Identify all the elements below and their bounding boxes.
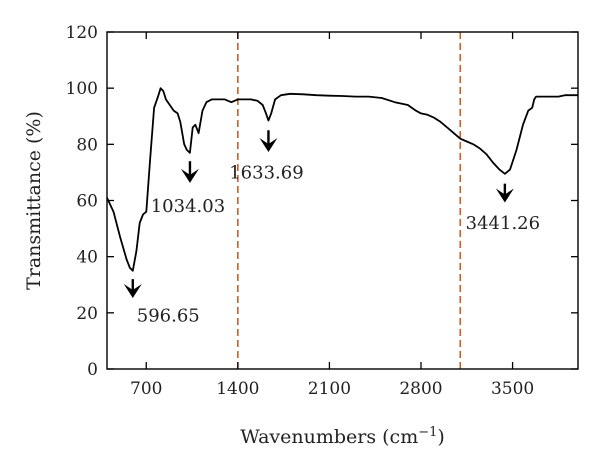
arrow-down-icon [123,283,142,298]
series-layer [106,87,578,272]
arrow-down-icon [495,188,514,203]
y-tick-label: 40 [76,248,98,268]
y-tick-label: 100 [66,79,98,99]
x-tick-label: 2800 [399,379,442,399]
x-axis-title: Wavenumbers (cm−1) [240,425,445,449]
y-tick-label: 80 [76,135,98,155]
y-tick-label: 20 [76,304,98,324]
series-line-1 [106,87,578,272]
annotation-label: 1633.69 [229,162,303,183]
y-tick-label: 120 [66,23,98,43]
y-axis-title: Transmittance (%) [23,111,45,290]
arrow-down-icon [259,137,278,152]
x-tick-label: 2100 [308,379,351,399]
arrow-down-icon [180,168,199,183]
y-tick-label: 0 [87,360,98,380]
annotation-label: 3441.26 [466,213,540,234]
x-axis-title-superscript: −1 [418,425,437,440]
x-tick-label: 1400 [216,379,259,399]
annotation-label: 596.65 [137,306,200,327]
x-axis-title-main: Wavenumbers (cm [240,426,418,448]
x-tick-label: 3500 [491,379,534,399]
annotation-label: 1034.03 [151,196,225,217]
x-tick-label: 700 [130,379,162,399]
vertical-reference-lines [237,32,462,369]
x-axis-title-close: ) [437,426,444,448]
y-tick-label: 60 [76,192,98,212]
axes: 0 20 40 60 80 100 120 700 1400 2100 2800 3500 [66,23,579,399]
